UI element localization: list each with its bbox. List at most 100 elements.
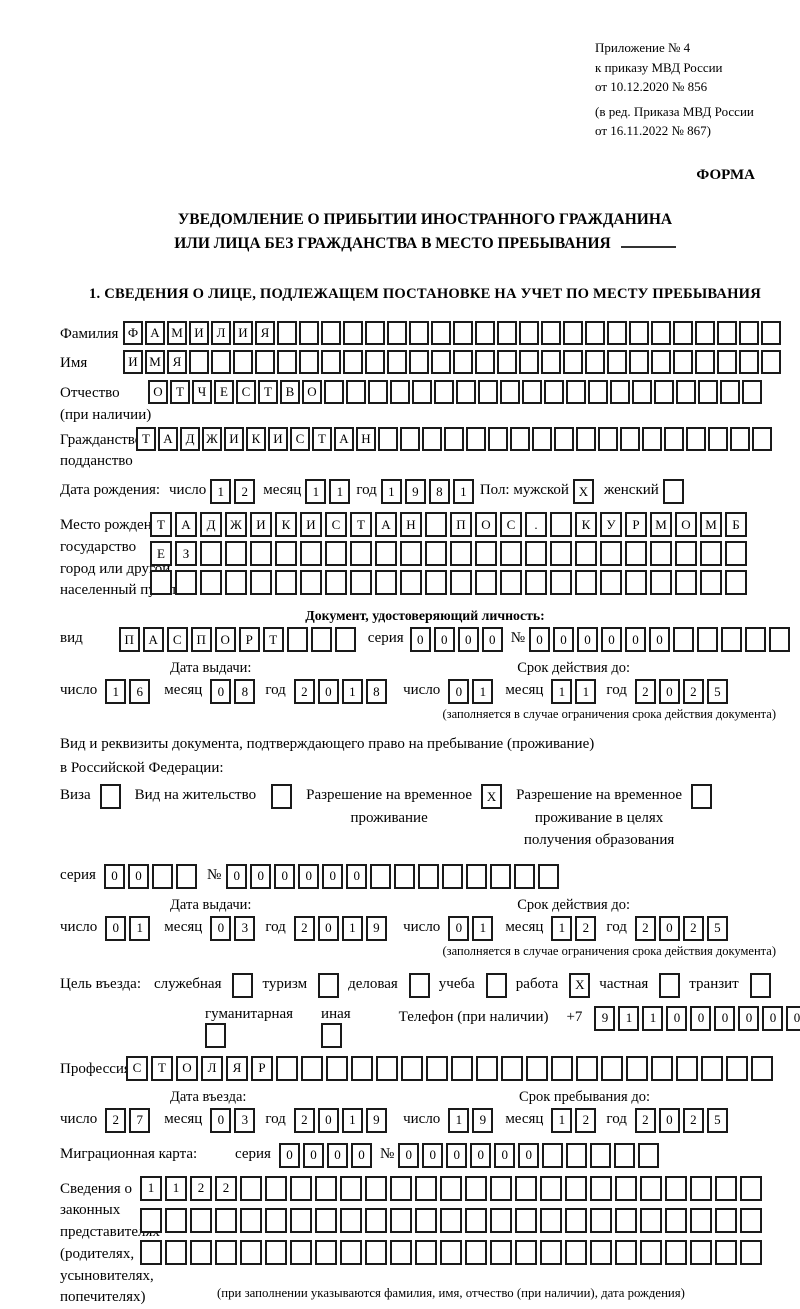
char-cell[interactable]: С xyxy=(236,380,256,405)
char-cell[interactable] xyxy=(365,350,385,375)
char-cell[interactable]: Т xyxy=(151,1055,173,1081)
char-cell[interactable]: 2 xyxy=(634,679,656,705)
char-cell[interactable]: 0 xyxy=(302,1142,324,1168)
char-cell[interactable]: X xyxy=(572,479,594,505)
char-cell[interactable] xyxy=(315,1175,337,1201)
char-cell[interactable] xyxy=(240,1175,262,1201)
char-cell[interactable]: 0 xyxy=(448,679,470,705)
char-cell[interactable] xyxy=(415,1175,437,1201)
char-cell[interactable] xyxy=(675,541,697,567)
char-cell[interactable] xyxy=(340,1239,362,1265)
char-cell[interactable]: 0 xyxy=(553,627,574,653)
char-cell[interactable] xyxy=(700,570,722,596)
char-cell[interactable] xyxy=(365,1239,387,1265)
char-cell[interactable]: Р xyxy=(251,1055,273,1081)
char-cell[interactable]: Е xyxy=(150,541,172,567)
char-cell[interactable] xyxy=(600,541,622,567)
char-cell[interactable] xyxy=(265,1239,287,1265)
char-cell[interactable] xyxy=(225,570,247,596)
transit-checkbox[interactable] xyxy=(749,972,771,998)
char-cell[interactable]: 2 xyxy=(682,1107,704,1133)
char-cell[interactable]: 0 xyxy=(409,627,431,653)
char-cell[interactable]: 1 xyxy=(329,479,351,505)
char-cell[interactable]: У xyxy=(600,512,622,538)
char-cell[interactable]: 2 xyxy=(575,1107,597,1133)
char-cell[interactable] xyxy=(566,1142,588,1168)
char-cell[interactable] xyxy=(565,1175,587,1201)
char-cell[interactable] xyxy=(415,1239,437,1265)
char-cell[interactable] xyxy=(240,1239,262,1265)
char-cell[interactable] xyxy=(566,380,586,405)
char-cell[interactable] xyxy=(290,1207,312,1233)
char-cell[interactable]: 0 xyxy=(226,863,248,889)
char-cell[interactable] xyxy=(576,1055,598,1081)
business-checkbox[interactable] xyxy=(408,972,430,998)
work-checkbox[interactable]: X xyxy=(569,972,591,998)
char-cell[interactable] xyxy=(676,380,696,405)
char-cell[interactable] xyxy=(466,426,486,451)
char-cell[interactable] xyxy=(576,426,596,451)
char-cell[interactable]: П xyxy=(450,512,472,538)
char-cell[interactable] xyxy=(690,1207,712,1233)
residence-permit-checkbox[interactable] xyxy=(265,784,293,810)
char-cell[interactable] xyxy=(532,426,552,451)
char-cell[interactable] xyxy=(478,380,498,405)
char-cell[interactable] xyxy=(625,541,647,567)
char-cell[interactable] xyxy=(390,380,410,405)
char-cell[interactable]: И xyxy=(250,512,272,538)
char-cell[interactable] xyxy=(415,1207,437,1233)
char-cell[interactable]: Т xyxy=(136,426,156,451)
char-cell[interactable] xyxy=(673,627,694,653)
char-cell[interactable] xyxy=(465,1175,487,1201)
char-cell[interactable]: 1 xyxy=(210,479,232,505)
char-cell[interactable]: 0 xyxy=(786,1005,800,1031)
char-cell[interactable] xyxy=(318,972,340,998)
char-cell[interactable]: С xyxy=(290,426,310,451)
char-cell[interactable]: 0 xyxy=(470,1142,492,1168)
char-cell[interactable]: Б xyxy=(725,512,747,538)
char-cell[interactable]: А xyxy=(375,512,397,538)
char-cell[interactable]: С xyxy=(325,512,347,538)
char-cell[interactable] xyxy=(250,541,272,567)
char-cell[interactable] xyxy=(190,1207,212,1233)
char-cell[interactable] xyxy=(321,320,341,345)
char-cell[interactable] xyxy=(588,380,608,405)
char-cell[interactable]: 1 xyxy=(341,1107,363,1133)
char-cell[interactable] xyxy=(425,512,447,538)
char-cell[interactable]: 0 xyxy=(210,1107,232,1133)
char-cell[interactable] xyxy=(522,380,542,405)
humanitarian-checkbox[interactable] xyxy=(205,1022,297,1048)
char-cell[interactable] xyxy=(590,1207,612,1233)
char-cell[interactable]: Р xyxy=(625,512,647,538)
char-cell[interactable]: 1 xyxy=(472,915,494,941)
char-cell[interactable]: Н xyxy=(356,426,376,451)
sex-male-checkbox[interactable]: X xyxy=(572,479,594,505)
char-cell[interactable] xyxy=(175,863,197,889)
char-cell[interactable]: 0 xyxy=(649,627,670,653)
char-cell[interactable] xyxy=(715,1239,737,1265)
char-cell[interactable]: И xyxy=(189,320,209,345)
char-cell[interactable] xyxy=(515,1207,537,1233)
char-cell[interactable] xyxy=(752,426,772,451)
char-cell[interactable] xyxy=(665,1175,687,1201)
temporary-residence-education-checkbox[interactable] xyxy=(691,784,713,810)
char-cell[interactable]: Л xyxy=(201,1055,223,1081)
char-cell[interactable] xyxy=(475,541,497,567)
char-cell[interactable] xyxy=(550,541,572,567)
char-cell[interactable] xyxy=(275,541,297,567)
char-cell[interactable] xyxy=(365,1175,387,1201)
visa-checkbox[interactable] xyxy=(99,784,121,810)
char-cell[interactable] xyxy=(544,380,564,405)
char-cell[interactable] xyxy=(629,350,649,375)
char-cell[interactable]: 0 xyxy=(350,1142,372,1168)
char-cell[interactable] xyxy=(585,350,605,375)
char-cell[interactable] xyxy=(326,1055,348,1081)
